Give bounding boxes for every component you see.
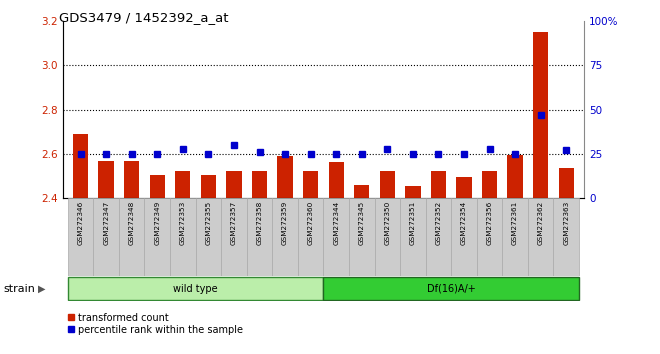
Bar — [170, 198, 195, 276]
Bar — [323, 278, 579, 299]
Bar — [374, 198, 400, 276]
Bar — [124, 161, 139, 198]
Bar — [68, 198, 93, 276]
Text: GSM272348: GSM272348 — [129, 201, 135, 245]
Bar — [451, 198, 477, 276]
Bar — [379, 171, 395, 198]
Bar — [145, 198, 170, 276]
Bar — [400, 198, 426, 276]
Bar — [508, 155, 523, 198]
Text: GSM272344: GSM272344 — [333, 201, 339, 245]
Bar — [431, 171, 446, 198]
Text: GSM272362: GSM272362 — [538, 201, 544, 245]
Text: GSM272361: GSM272361 — [512, 201, 518, 245]
Text: GSM272354: GSM272354 — [461, 201, 467, 245]
Bar — [175, 171, 191, 198]
Bar — [298, 198, 323, 276]
Bar — [93, 198, 119, 276]
Bar — [195, 198, 221, 276]
Bar — [247, 198, 273, 276]
Bar — [323, 198, 349, 276]
Bar — [273, 198, 298, 276]
Text: GSM272359: GSM272359 — [282, 201, 288, 245]
Legend: transformed count, percentile rank within the sample: transformed count, percentile rank withi… — [67, 313, 244, 335]
Bar — [482, 171, 497, 198]
Text: wild type: wild type — [174, 284, 218, 293]
Bar — [558, 169, 574, 198]
Bar — [426, 198, 451, 276]
Text: strain: strain — [3, 284, 35, 293]
Bar — [533, 32, 548, 198]
Bar — [252, 171, 267, 198]
Bar — [528, 198, 554, 276]
Text: GSM272346: GSM272346 — [78, 201, 84, 245]
Bar — [477, 198, 502, 276]
Text: GSM272357: GSM272357 — [231, 201, 237, 245]
Bar — [554, 198, 579, 276]
Text: GSM272350: GSM272350 — [384, 201, 390, 245]
Bar — [226, 171, 242, 198]
Text: GSM272347: GSM272347 — [103, 201, 109, 245]
Bar — [221, 198, 247, 276]
Bar — [354, 185, 370, 198]
Bar — [119, 198, 145, 276]
Text: GSM272349: GSM272349 — [154, 201, 160, 245]
Bar — [405, 186, 420, 198]
Text: GSM272351: GSM272351 — [410, 201, 416, 245]
Text: GSM272352: GSM272352 — [436, 201, 442, 245]
Bar — [150, 175, 165, 198]
Text: GSM272353: GSM272353 — [180, 201, 186, 245]
Text: GSM272356: GSM272356 — [486, 201, 492, 245]
Bar — [303, 171, 318, 198]
Text: GSM272345: GSM272345 — [359, 201, 365, 245]
Bar — [277, 156, 293, 198]
Bar — [98, 161, 114, 198]
Bar — [201, 175, 216, 198]
Bar — [73, 134, 88, 198]
Text: GSM272363: GSM272363 — [563, 201, 569, 245]
Text: GSM272358: GSM272358 — [257, 201, 263, 245]
Bar — [456, 177, 472, 198]
Bar — [502, 198, 528, 276]
Text: ▶: ▶ — [38, 284, 46, 293]
Text: GSM272355: GSM272355 — [205, 201, 211, 245]
Bar — [68, 278, 323, 299]
Bar — [329, 162, 344, 198]
Text: GDS3479 / 1452392_a_at: GDS3479 / 1452392_a_at — [59, 11, 229, 24]
Text: Df(16)A/+: Df(16)A/+ — [427, 284, 476, 293]
Text: GSM272360: GSM272360 — [308, 201, 313, 245]
Bar — [349, 198, 374, 276]
